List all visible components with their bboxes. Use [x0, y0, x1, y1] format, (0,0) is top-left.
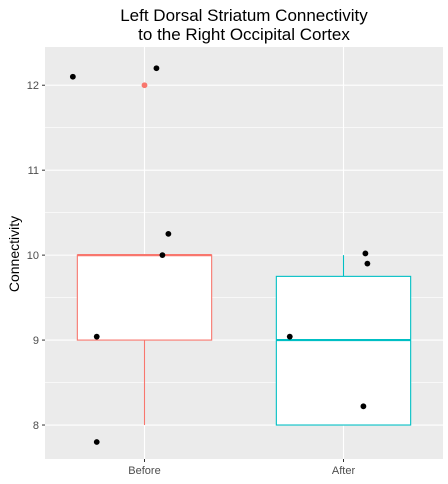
chart-title-line: Left Dorsal Striatum Connectivity [120, 6, 368, 25]
data-point [286, 333, 293, 340]
chart-title-line: to the Right Occipital Cortex [138, 25, 350, 44]
y-tick-label: 11 [28, 165, 39, 177]
data-points [69, 65, 371, 445]
box [76, 254, 213, 341]
data-point [360, 403, 367, 410]
y-axis-label: Connectivity [6, 216, 22, 292]
y-tick-label: 9 [33, 335, 39, 347]
data-point [93, 333, 100, 340]
box [275, 275, 412, 426]
boxplot-before [76, 82, 213, 426]
data-point [159, 252, 166, 259]
boxplot-after [275, 255, 412, 426]
y-axis: 8 9 10 11 12 [27, 80, 45, 432]
x-tick-label: After [332, 465, 356, 477]
y-tick-label: 8 [33, 420, 39, 432]
data-point [362, 250, 369, 257]
x-tick-label: Before [128, 465, 160, 477]
data-point [153, 65, 160, 72]
y-tick-label: 12 [27, 80, 39, 92]
chart-title: Left Dorsal Striatum Connectivity to the … [120, 6, 368, 44]
data-point [364, 260, 371, 267]
y-tick-label: 10 [27, 250, 39, 262]
outlier-point [141, 82, 148, 89]
boxplots [76, 82, 412, 426]
data-point [93, 439, 100, 445]
x-axis: Before After [128, 459, 355, 477]
data-point [165, 230, 172, 237]
data-point [69, 73, 76, 80]
